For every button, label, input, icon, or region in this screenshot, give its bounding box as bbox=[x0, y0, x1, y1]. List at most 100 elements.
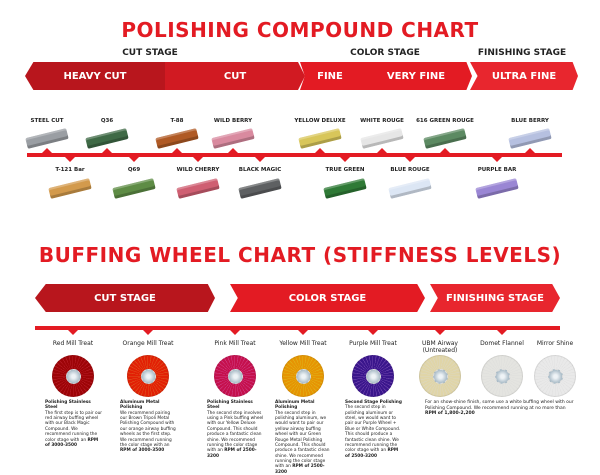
compound-label: BLUE BERRY bbox=[511, 118, 549, 124]
compound-bar-image bbox=[211, 128, 255, 149]
timeline-marker bbox=[68, 330, 78, 335]
wheel-description-text: The first step is to pair our red airway… bbox=[45, 410, 103, 443]
compound-segment-fine: FINE bbox=[300, 62, 360, 90]
timeline-marker bbox=[230, 330, 240, 335]
wheel-description-text: The second step in polishing aluminum, w… bbox=[275, 410, 330, 470]
buffing-wheel-image bbox=[52, 355, 94, 397]
timeline-marker bbox=[435, 330, 445, 335]
timeline-marker bbox=[42, 148, 52, 153]
compound-label: TRUE GREEN bbox=[325, 167, 365, 173]
compound-label: BLACK MAGIC bbox=[238, 167, 282, 173]
wheel-hub bbox=[494, 368, 510, 384]
compound-label: YELLOW DELUXE bbox=[294, 118, 346, 124]
wheel-label: Mirror Shine bbox=[536, 340, 574, 347]
compound-timeline bbox=[27, 153, 562, 157]
compound-bar-image bbox=[475, 178, 519, 199]
compound-bar-image bbox=[238, 178, 282, 199]
compound-segment-ultra-fine: ULTRA FINE bbox=[470, 62, 578, 90]
compound-bar-image bbox=[25, 128, 69, 149]
buffing-wheel-image bbox=[419, 355, 461, 397]
buffing-wheel-image bbox=[282, 355, 324, 397]
wheel-hub bbox=[295, 368, 311, 384]
compound-bar-image bbox=[423, 128, 467, 149]
wheel-description-heading: Aluminum Metal Polishing bbox=[120, 400, 160, 411]
compound-label: Q36 bbox=[100, 118, 114, 124]
wheel-timeline bbox=[35, 326, 560, 330]
timeline-marker bbox=[405, 157, 415, 162]
wheel-label: Yellow Mill Treat bbox=[279, 340, 327, 347]
compound-label: PURPLE BAR bbox=[477, 167, 517, 173]
wheel-description: Polishing Stainless Steel The first step … bbox=[45, 400, 103, 448]
wheel-description-heading: Polishing Stainless Steel bbox=[207, 400, 253, 411]
compound-bar-image bbox=[323, 178, 367, 199]
wheel-hub bbox=[227, 368, 243, 384]
wheel-description-text: The second step in polishing aluminum or… bbox=[345, 405, 401, 454]
compound-chart-title: POLISHING COMPOUND CHART bbox=[121, 18, 479, 42]
timeline-marker bbox=[315, 148, 325, 153]
timeline-marker bbox=[143, 330, 153, 335]
timeline-marker bbox=[298, 330, 308, 335]
wheel-label: Purple Mill Treat bbox=[349, 340, 397, 347]
timeline-marker bbox=[525, 148, 535, 153]
buffing-wheel-image bbox=[534, 355, 576, 397]
wheel-rpm: RPM of 3000-3500 bbox=[120, 448, 165, 454]
wheel-description: Polishing Stainless Steel The second step… bbox=[207, 400, 265, 459]
stage-label-cut: CUT STAGE bbox=[122, 48, 178, 58]
wheel-label: UBM Airway (Untreated) bbox=[422, 340, 458, 354]
timeline-marker bbox=[377, 148, 387, 153]
timeline-marker bbox=[340, 157, 350, 162]
timeline-marker bbox=[492, 157, 502, 162]
compound-label: STEEL CUT bbox=[30, 118, 64, 124]
wheel-hub bbox=[365, 368, 381, 384]
compound-segment-very-fine: VERY FINE bbox=[360, 62, 472, 90]
compound-segment-heavy-cut: HEAVY CUT bbox=[25, 62, 165, 90]
wheel-rpm: RPM of 2500-3200 bbox=[207, 448, 257, 459]
compound-label: T-88 bbox=[170, 118, 184, 124]
timeline-marker bbox=[193, 157, 203, 162]
timeline-marker bbox=[102, 148, 112, 153]
buffing-wheel-image bbox=[214, 355, 256, 397]
stage-label-finishing: FINISHING STAGE bbox=[477, 48, 567, 58]
timeline-marker bbox=[228, 148, 238, 153]
timeline-marker bbox=[440, 148, 450, 153]
wheel-rpm: RPM of 2500-3200 bbox=[345, 448, 399, 459]
wheel-segment-cut-stage: CUT STAGE bbox=[35, 284, 215, 312]
compound-bar-image bbox=[360, 128, 404, 149]
timeline-marker bbox=[129, 157, 139, 162]
compound-label: Q69 bbox=[127, 167, 141, 173]
wheel-label: Pink Mill Treat bbox=[214, 340, 256, 347]
compound-bar-image bbox=[388, 178, 432, 199]
buffing-wheel-image bbox=[127, 355, 169, 397]
compound-bar-image bbox=[85, 128, 129, 149]
wheel-segment-finishing-stage: FINISHING STAGE bbox=[430, 284, 560, 312]
compound-label: 616 GREEN ROUGE bbox=[416, 118, 474, 124]
wheel-hub bbox=[140, 368, 156, 384]
compound-bar-image bbox=[112, 178, 156, 199]
compound-label: T-121 Bar bbox=[55, 167, 85, 173]
wheel-label: Red Mill Treat bbox=[52, 340, 94, 347]
timeline-marker bbox=[368, 330, 378, 335]
wheel-description: Second Stage Polishing The second step in… bbox=[345, 400, 403, 459]
wheel-description: Aluminum Metal Polishing The second step … bbox=[275, 400, 333, 475]
wheel-hub bbox=[432, 368, 448, 384]
compound-label: WILD BERRY bbox=[213, 118, 253, 124]
compound-bar-image bbox=[155, 128, 199, 149]
stage-label-color: COLOR STAGE bbox=[350, 48, 420, 58]
wheel-label: Orange Mill Treat bbox=[122, 340, 174, 347]
compound-label: WHITE ROUGE bbox=[360, 118, 404, 124]
timeline-marker bbox=[172, 148, 182, 153]
compound-label: WILD CHERRY bbox=[176, 167, 220, 173]
compound-label: BLUE ROUGE bbox=[390, 167, 430, 173]
timeline-marker bbox=[65, 157, 75, 162]
compound-bar-image bbox=[508, 128, 552, 149]
wheel-rpm: RPM of 3000-3500 bbox=[45, 437, 99, 448]
wheel-chart-title: BUFFING WHEEL CHART (STIFFNESS LEVELS) bbox=[38, 243, 562, 267]
wheel-segment-color-stage: COLOR STAGE bbox=[230, 284, 425, 312]
wheel-hub bbox=[65, 368, 81, 384]
wheel-description-heading: Second Stage Polishing bbox=[345, 400, 402, 405]
buffing-wheel-image bbox=[352, 355, 394, 397]
wheel-description-heading: Aluminum Metal Polishing bbox=[275, 400, 315, 411]
compound-bar-image bbox=[298, 128, 342, 149]
wheel-description-heading: Polishing Stainless Steel bbox=[45, 400, 91, 411]
wheel-description: Aluminum Metal Polishing We recommend pai… bbox=[120, 400, 178, 454]
